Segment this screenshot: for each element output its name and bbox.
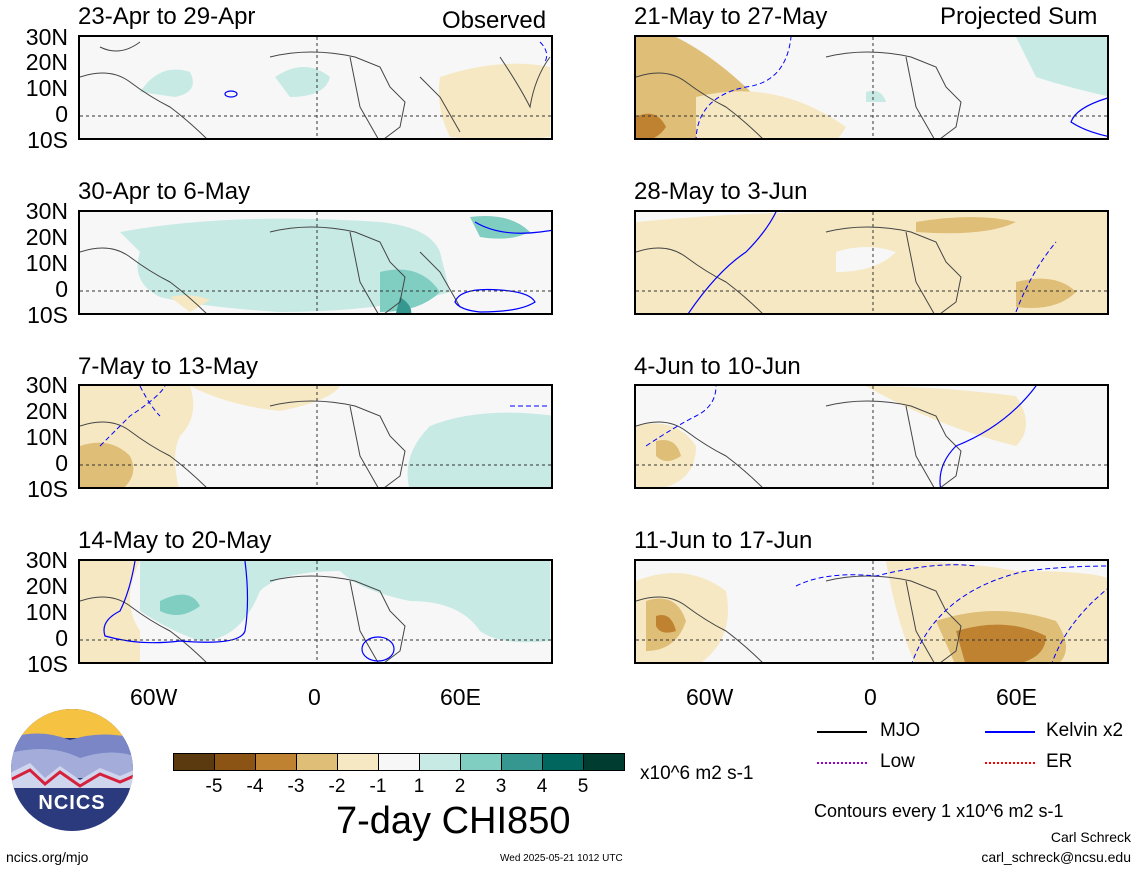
map-panel	[78, 384, 553, 489]
lat-label: 0	[55, 101, 68, 127]
chart-title: 7-day CHI850	[336, 800, 571, 842]
low-legend-line	[817, 762, 867, 764]
lat-label: 10S	[27, 476, 68, 502]
lon-label: 60W	[130, 684, 178, 710]
legend-label: Low	[880, 751, 915, 772]
lat-label: 0	[55, 276, 68, 302]
colorbar-units: x10^6 m2 s-1	[640, 763, 754, 784]
panel-title: 23-Apr to 29-Apr	[78, 3, 256, 30]
panel-title: 30-Apr to 6-May	[78, 178, 251, 205]
projected-sum-label: Projected Sum	[940, 3, 1098, 30]
colorbar-label: -4	[246, 776, 264, 797]
colorbar-cell	[583, 753, 625, 771]
observed-label: Observed	[442, 7, 547, 34]
colorbar-label: 2	[454, 776, 466, 797]
map-panel	[634, 35, 1109, 140]
colorbar-label: -3	[287, 776, 305, 797]
lat-label: 10N	[25, 250, 68, 276]
colorbar-cell	[542, 753, 584, 771]
colorbar-cell	[214, 753, 256, 771]
lon-label: 60E	[996, 684, 1037, 710]
lat-label: 20N	[25, 398, 68, 424]
panel-title: 28-May to 3-Jun	[634, 178, 808, 205]
lat-label: 10S	[27, 651, 68, 677]
lat-label: 30N	[25, 547, 68, 573]
colorbar-label: 5	[577, 776, 589, 797]
ncics-logo: NCICS	[10, 708, 134, 832]
lat-label: 10S	[27, 127, 68, 153]
map-panel	[78, 210, 553, 315]
colorbar-label: -5	[205, 776, 223, 797]
map-panel	[634, 559, 1109, 664]
map-graphic	[80, 386, 551, 487]
legend-label: Kelvin x2	[1046, 720, 1124, 741]
colorbar-label: 4	[536, 776, 548, 797]
lat-label: 10N	[25, 75, 68, 101]
panel-title: 21-May to 27-May	[634, 3, 828, 30]
map-graphic	[80, 212, 551, 313]
lat-label: 10N	[25, 599, 68, 625]
panel-title: 11-Jun to 17-Jun	[634, 527, 813, 554]
colorbar-label: 1	[413, 776, 425, 797]
lat-label: 0	[55, 625, 68, 651]
footer-author: Carl Schreck	[1050, 829, 1131, 845]
panel-title: 7-May to 13-May	[78, 353, 259, 380]
map-graphic	[80, 37, 551, 138]
map-graphic	[636, 37, 1107, 138]
colorbar-cell	[255, 753, 297, 771]
colorbar-cell	[419, 753, 461, 771]
lon-label: 60W	[686, 684, 734, 710]
contour-note: Contours every 1 x10^6 m2 s-1	[814, 801, 1064, 821]
lat-label: 30N	[25, 372, 68, 398]
kelvin-legend-line	[985, 731, 1035, 733]
panel-title: 14-May to 20-May	[78, 527, 272, 554]
footer-email: carl_schreck@ncsu.edu	[981, 849, 1131, 865]
map-panel	[78, 559, 553, 664]
er-legend-line	[985, 762, 1035, 764]
map-panel	[634, 384, 1109, 489]
colorbar-cell	[337, 753, 379, 771]
logo-text: NCICS	[38, 792, 106, 814]
lat-label: 0	[55, 450, 68, 476]
mjo-legend-line	[817, 731, 867, 733]
footer-url: ncics.org/mjo	[6, 849, 89, 865]
map-graphic	[80, 561, 551, 662]
map-graphic	[636, 212, 1107, 313]
lon-label: 60E	[440, 684, 481, 710]
lat-label: 10N	[25, 424, 68, 450]
colorbar-cell	[173, 753, 215, 771]
colorbar-cell	[501, 753, 543, 771]
colorbar-label: 3	[495, 776, 507, 797]
lon-label: 0	[308, 684, 321, 710]
legend-label: ER	[1046, 751, 1073, 772]
lat-label: 30N	[25, 198, 68, 224]
lat-label: 30N	[25, 24, 68, 50]
map-graphic	[636, 561, 1107, 662]
lat-label: 20N	[25, 573, 68, 599]
colorbar-label: -2	[328, 776, 346, 797]
colorbar-cell	[378, 753, 420, 771]
footer-timestamp: Wed 2025-05-21 1012 UTC	[500, 853, 623, 864]
map-graphic	[636, 386, 1107, 487]
lat-label: 10S	[27, 302, 68, 328]
lat-label: 20N	[25, 49, 68, 75]
colorbar-label: -1	[369, 776, 387, 797]
lon-label: 0	[864, 684, 877, 710]
panel-title: 4-Jun to 10-Jun	[634, 353, 801, 380]
colorbar-cell	[296, 753, 338, 771]
colorbar-cell	[460, 753, 502, 771]
map-panel	[78, 35, 553, 140]
lat-label: 20N	[25, 224, 68, 250]
legend-label: MJO	[880, 720, 921, 741]
map-panel	[634, 210, 1109, 315]
